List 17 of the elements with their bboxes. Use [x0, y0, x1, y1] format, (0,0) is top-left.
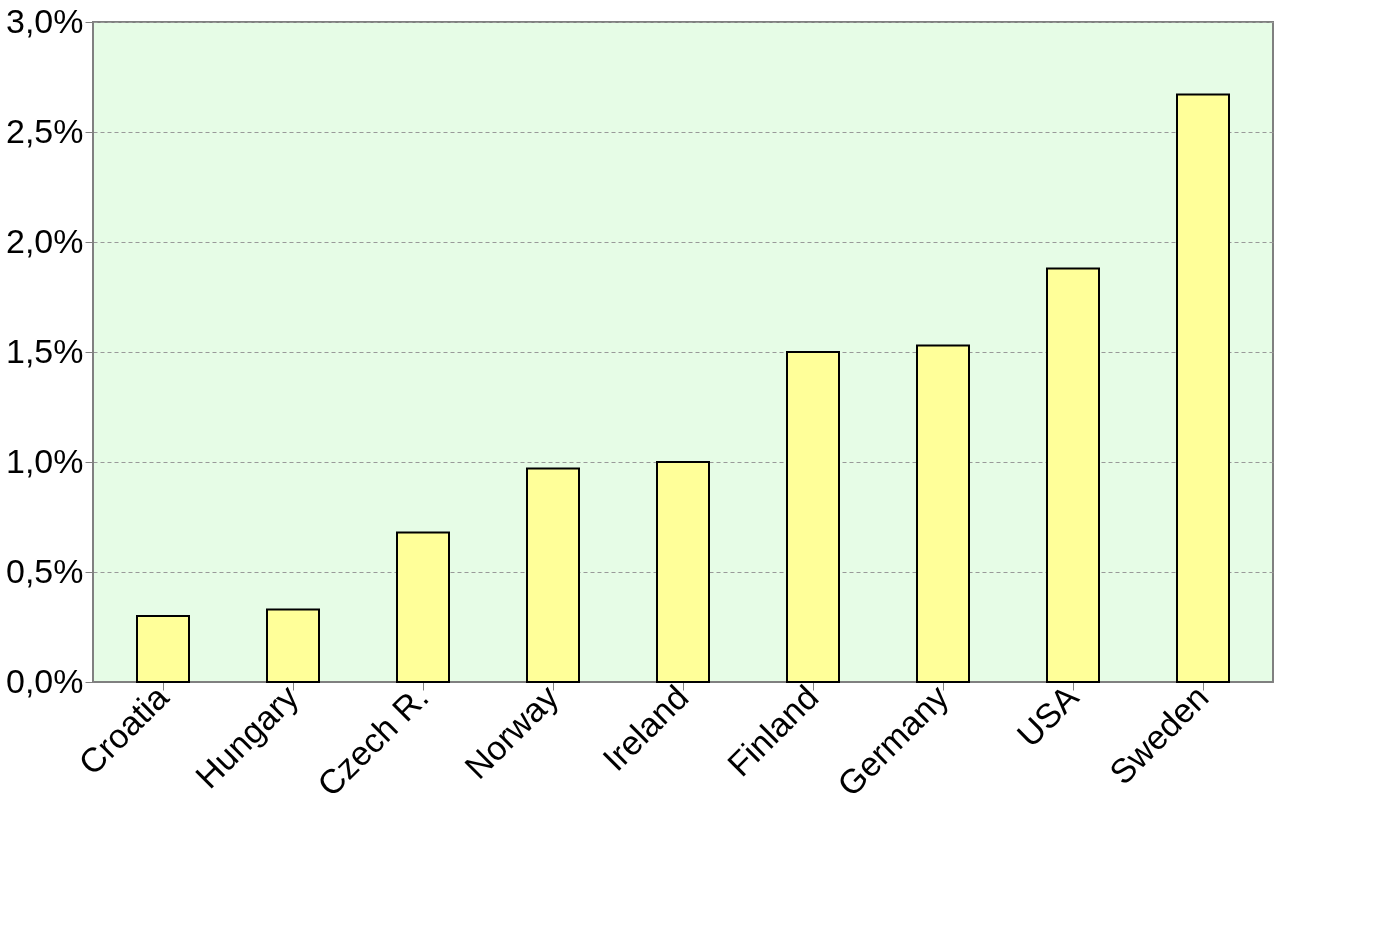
bar	[266, 608, 320, 683]
y-tick-label: 1,0%	[6, 441, 84, 480]
bar	[396, 531, 450, 683]
y-tick-label: 2,5%	[6, 111, 84, 150]
bar	[526, 467, 580, 683]
bar	[916, 344, 970, 683]
bar	[656, 461, 710, 683]
bar	[786, 351, 840, 683]
y-tick-label: 0,5%	[6, 551, 84, 590]
y-tick-label: 3,0%	[6, 1, 84, 40]
bar	[1046, 267, 1100, 683]
y-tick-label: 0,0%	[6, 661, 84, 700]
y-tick-label: 2,0%	[6, 221, 84, 260]
bar	[136, 615, 190, 683]
x-tick-label: USA	[1009, 677, 1086, 754]
bar	[1176, 93, 1230, 683]
y-tick-label: 1,5%	[6, 331, 84, 370]
